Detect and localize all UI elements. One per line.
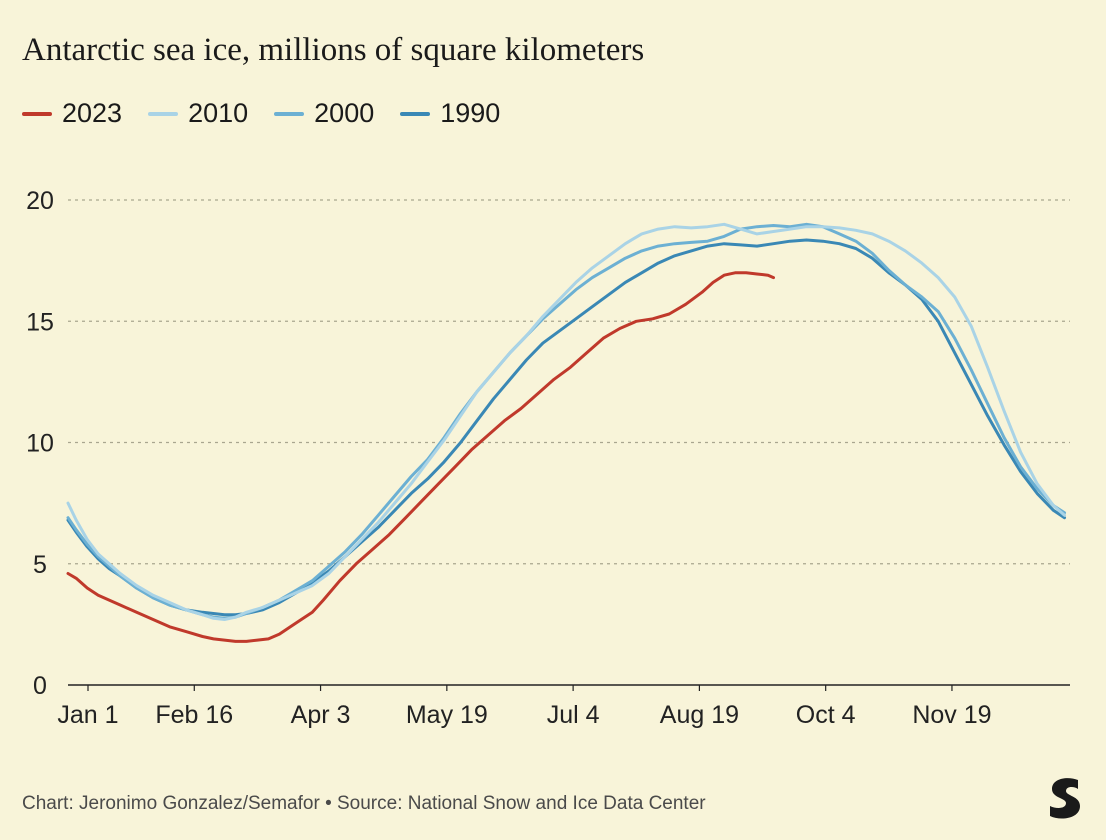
legend-label: 1990 <box>440 98 501 128</box>
series-line-2023 <box>66 271 775 643</box>
legend-swatch <box>274 111 305 116</box>
x-tick-label: Feb 16 <box>155 701 233 729</box>
x-tick-label: Jul 4 <box>547 701 600 729</box>
legend-label: 2000 <box>314 98 375 128</box>
legend-swatch <box>22 111 52 116</box>
y-tick-label: 20 <box>26 187 54 215</box>
legend-label: 2023 <box>62 98 123 128</box>
legend-item-1990: 1990 <box>400 98 500 129</box>
y-tick-label: 0 <box>33 672 47 700</box>
legend-item-2023: 2023 <box>22 98 122 129</box>
y-tick-label: 15 <box>26 308 54 336</box>
series-lines <box>66 222 1066 643</box>
chart-legend: 2023 2010 2000 1990 <box>22 98 500 129</box>
legend-swatch <box>400 111 431 116</box>
legend-item-2000: 2000 <box>274 98 374 129</box>
series-line-2010 <box>66 222 1066 621</box>
chart-title: Antarctic sea ice, millions of square ki… <box>22 32 645 68</box>
series-line-1990 <box>66 238 1066 617</box>
legend-label: 2010 <box>188 98 249 128</box>
x-tick-label: Nov 19 <box>912 701 991 729</box>
legend-item-2010: 2010 <box>148 98 248 129</box>
chart-source-credit: Chart: Jeronimo Gonzalez/Semafor • Sourc… <box>22 793 706 814</box>
semafor-s-logo-icon <box>1050 778 1080 819</box>
x-tick-label: Apr 3 <box>291 701 351 729</box>
x-tick-label: May 19 <box>406 701 488 729</box>
y-tick-label: 10 <box>26 430 54 458</box>
legend-swatch <box>148 111 179 116</box>
x-tick-label: Oct 4 <box>796 701 856 729</box>
line-chart: 0 5 10 15 20 Jan 1 Feb 16 Apr 3 May 19 Jul 4 Aug 1… <box>26 187 1070 729</box>
y-tick-label: 5 <box>33 551 47 579</box>
gridlines <box>68 199 1070 565</box>
series-line-2000 <box>66 222 1066 620</box>
x-tick-label: Jan 1 <box>57 701 118 729</box>
axes: 0 5 10 15 20 Jan 1 Feb 16 Apr 3 May 19 Jul 4 Aug 1… <box>26 187 1070 729</box>
x-tick-label: Aug 19 <box>660 701 739 729</box>
